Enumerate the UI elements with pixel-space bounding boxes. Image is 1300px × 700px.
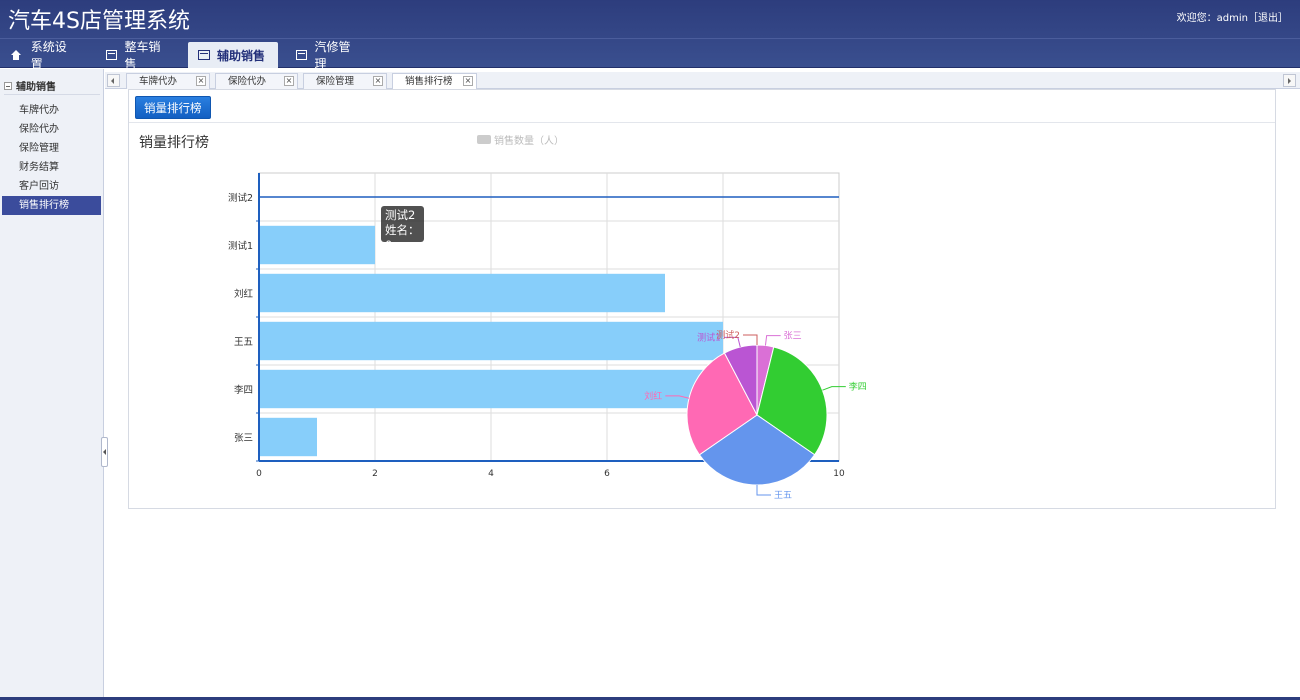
- main-nav: 系统设置 整车销售 辅助销售 汽修管理: [0, 40, 378, 71]
- bar: [259, 321, 723, 361]
- pie-label: 张三: [784, 331, 802, 342]
- sidebar-item-finance-settlement[interactable]: 财务结算: [19, 162, 59, 173]
- close-icon[interactable]: ×: [373, 76, 383, 86]
- pie-label: 测试2: [716, 329, 740, 341]
- bar: [259, 273, 665, 313]
- welcome-logout-link[interactable]: 欢迎您：admin［退出］: [1176, 13, 1288, 24]
- window-icon: [198, 50, 210, 60]
- close-icon[interactable]: ×: [196, 76, 206, 86]
- sidebar-item-customer-followup[interactable]: 客户回访: [19, 181, 59, 192]
- y-tick-label: 李四: [234, 384, 253, 396]
- window-icon: [296, 50, 308, 60]
- tab-label: 销售排行榜: [405, 76, 453, 87]
- sidebar-collapse-handle[interactable]: [101, 437, 108, 467]
- tab-scroll-left-icon[interactable]: [107, 74, 120, 87]
- sidebar-item-insurance-management[interactable]: 保险管理: [19, 143, 59, 154]
- tooltip-title: 测试2: [385, 208, 416, 222]
- nav-item-label: 汽修管理: [314, 40, 351, 71]
- nav-item-vehicle-sales[interactable]: 整车销售: [96, 40, 180, 71]
- x-tick-label: 0: [256, 469, 262, 479]
- bottom-border: [0, 697, 1300, 700]
- home-icon: [10, 50, 22, 60]
- close-icon[interactable]: ×: [284, 76, 294, 86]
- pie-label-line: [764, 335, 781, 346]
- sales-ranking-button[interactable]: 销量排行榜: [135, 96, 211, 119]
- x-tick-label: 6: [604, 469, 610, 479]
- chart-tooltip: 测试2 姓名：0: [381, 206, 424, 252]
- toolbar-divider: [129, 122, 1275, 123]
- pie-label-line: [756, 485, 771, 496]
- y-tick-label: 王五: [234, 337, 253, 348]
- sidebar-section-header[interactable]: 辅助销售: [4, 78, 56, 93]
- sidebar-list: 车牌代办 保险代办 保险管理 财务结算 客户回访 销售排行榜: [2, 101, 101, 215]
- tab-insurance-management[interactable]: 保险管理 ×: [303, 73, 387, 89]
- pie-label-line: [723, 336, 741, 348]
- sidebar-item-insurance-agency[interactable]: 保险代办: [19, 124, 59, 135]
- sidebar-item-sales-ranking[interactable]: 销售排行榜: [2, 196, 101, 215]
- y-tick-label: 刘红: [234, 288, 254, 300]
- pie-label-line: [665, 395, 690, 399]
- nav-item-label: 系统设置: [30, 40, 67, 71]
- legend-swatch: [477, 135, 491, 144]
- chart-title: 销量排行榜: [139, 135, 209, 151]
- bar: [259, 225, 375, 265]
- bar: [259, 369, 723, 409]
- app-title: 汽车4S店管理系统: [8, 9, 190, 34]
- tab-label: 保险管理: [316, 76, 355, 87]
- nav-item-label: 辅助销售: [217, 48, 266, 63]
- nav-item-assisted-sales[interactable]: 辅助销售: [188, 42, 278, 68]
- y-tick-label: 张三: [234, 433, 253, 444]
- content-tab-bar: 车牌代办 × 保险代办 × 保险管理 × 销售排行榜 ×: [105, 72, 1300, 90]
- window-icon: [106, 50, 118, 60]
- app-header: 汽车4S店管理系统 欢迎您：admin［退出］ 系统设置 整车销售 辅助销售 汽…: [0, 0, 1300, 71]
- pie-slice: [686, 352, 758, 456]
- tooltip-text: 姓名：0: [385, 223, 420, 252]
- chart-legend[interactable]: 销售数量（人）: [477, 132, 564, 147]
- tab-label: 保险代办: [228, 76, 267, 87]
- pie-label: 刘红: [644, 390, 662, 402]
- pie-label-line: [822, 386, 846, 391]
- y-tick-label: 测试2: [228, 192, 253, 204]
- pie-label: 王五: [774, 490, 792, 501]
- nav-item-system-settings[interactable]: 系统设置: [0, 40, 88, 71]
- legend-label: 销售数量（人）: [494, 136, 564, 147]
- bar: [259, 417, 317, 457]
- x-tick-label: 10: [833, 469, 845, 479]
- nav-item-repair-management[interactable]: 汽修管理: [286, 40, 370, 71]
- tab-label: 车牌代办: [139, 76, 178, 87]
- y-tick-label: 测试1: [228, 240, 253, 252]
- header-divider: [0, 38, 1300, 39]
- sidebar: 辅助销售 车牌代办 保险代办 保险管理 财务结算 客户回访 销售排行榜: [0, 69, 104, 700]
- nav-item-label: 整车销售: [124, 40, 161, 71]
- tab-plate-agency[interactable]: 车牌代办 ×: [126, 73, 210, 89]
- tab-scroll-right-icon[interactable]: [1283, 74, 1296, 87]
- sidebar-section-title: 辅助销售: [16, 82, 56, 93]
- tab-insurance-agency[interactable]: 保险代办 ×: [215, 73, 298, 89]
- pie-label: 测试1: [697, 331, 721, 343]
- pie-label: 李四: [849, 381, 867, 393]
- collapse-minus-icon[interactable]: [4, 81, 12, 90]
- tab-sales-ranking[interactable]: 销售排行榜 ×: [392, 73, 477, 90]
- x-tick-label: 4: [488, 469, 494, 479]
- close-icon[interactable]: ×: [463, 76, 473, 86]
- sidebar-item-plate-agency[interactable]: 车牌代办: [19, 105, 59, 116]
- x-tick-label: 2: [372, 469, 378, 479]
- pie-label-line: [743, 334, 758, 345]
- sidebar-divider: [4, 94, 100, 95]
